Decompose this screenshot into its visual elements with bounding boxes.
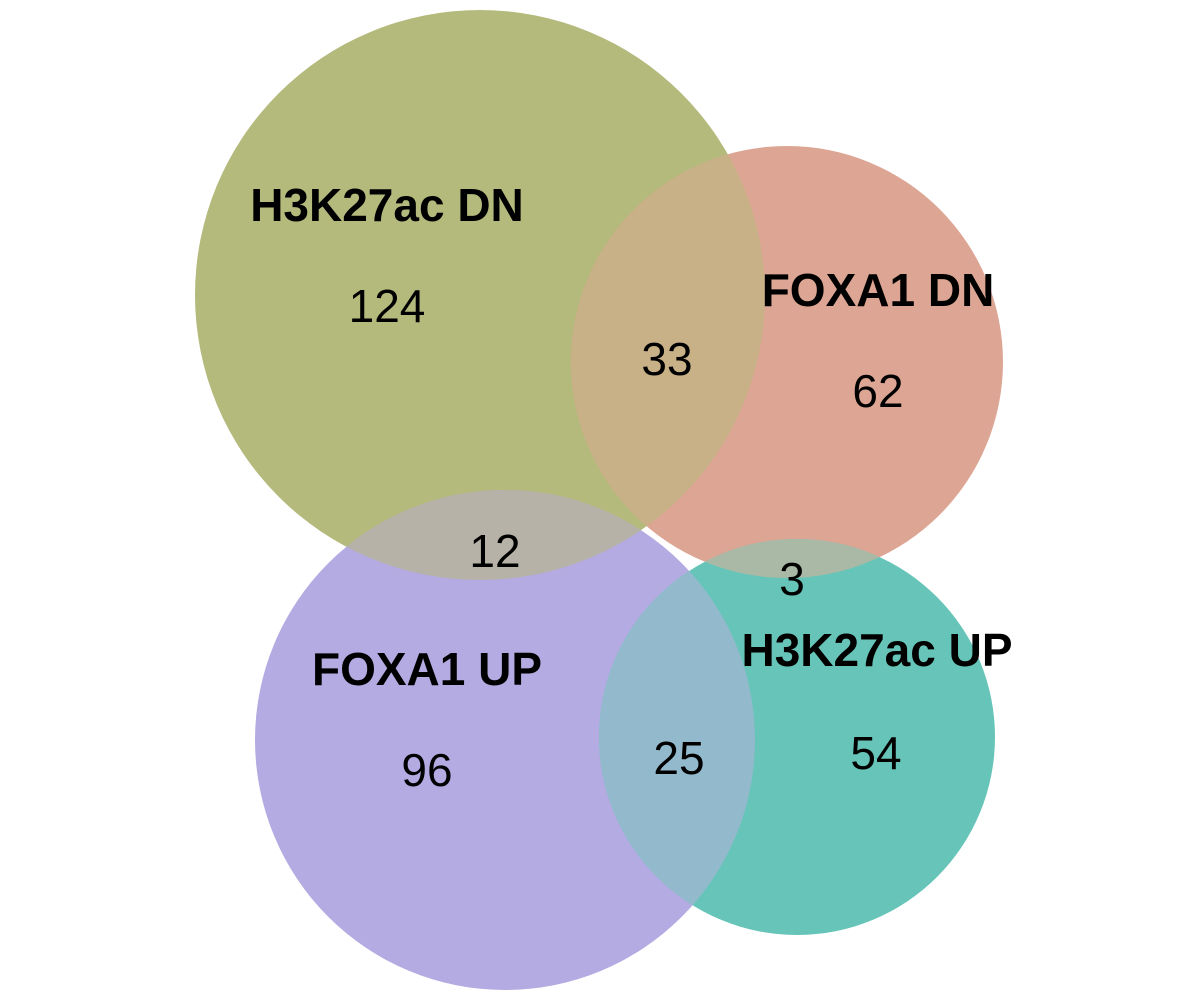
set-label-foxa1-up: FOXA1 UP [312,643,542,695]
count-h3k27ac-dn-only: 124 [349,280,426,332]
count-h3k27ac-dn-foxa1-up: 12 [469,525,520,577]
set-label-foxa1-dn: FOXA1 DN [762,264,995,316]
count-h3k27ac-dn-foxa1-dn: 33 [641,333,692,385]
count-foxa1-dn-only: 62 [852,365,903,417]
set-label-h3k27ac-dn: H3K27ac DN [250,179,524,231]
count-h3k27ac-up-only: 54 [850,727,901,779]
set-circle-foxa1-up [255,490,755,990]
overlap-h3k27ac-dn-foxa1-dn [571,146,765,578]
count-foxa1-dn-h3k27ac-up: 3 [779,553,805,605]
count-foxa1-up-h3k27ac-up: 25 [653,732,704,784]
overlap-foxa1-up-h3k27ac-up [599,539,755,935]
set-label-h3k27ac-up: H3K27ac UP [741,624,1012,676]
count-foxa1-up-only: 96 [401,744,452,796]
